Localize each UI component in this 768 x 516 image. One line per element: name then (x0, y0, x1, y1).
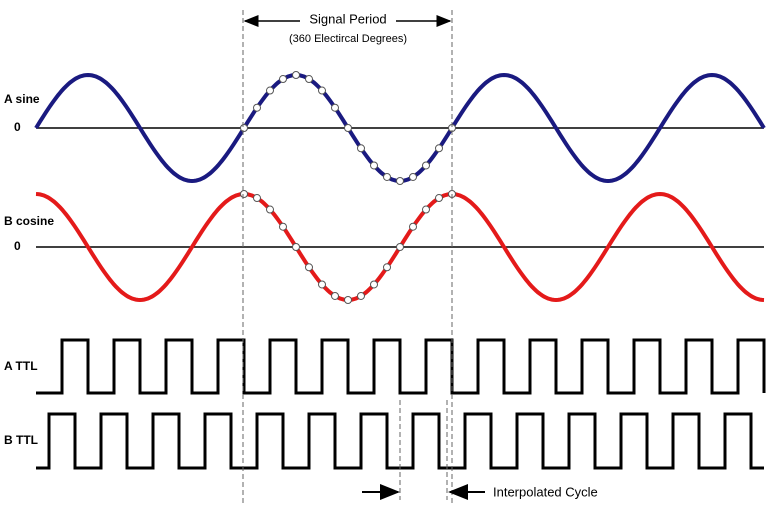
a-sine-wave-point (305, 75, 313, 84)
b-cosine-wave-point (435, 194, 443, 203)
a-ttl-wave (36, 338, 766, 395)
a-sine-wave-point (435, 144, 443, 153)
b-cosine-wave-point (253, 194, 261, 203)
a-sine-wave-point (253, 103, 261, 112)
b-cosine-wave-point (396, 243, 404, 251)
b-cosine-label: B cosine (4, 214, 54, 228)
b-cosine-wave-point (292, 243, 300, 251)
a-sine-wave-point (279, 75, 287, 84)
a-sine-wave-point (344, 124, 352, 132)
a-sine-wave-point (292, 71, 300, 79)
b-cosine-wave-point (409, 222, 417, 231)
b-cosine-wave-point (357, 291, 365, 300)
a-sine-wave-point (396, 177, 404, 185)
a-sine-wave-point (409, 172, 417, 181)
b-cosine-wave-point (331, 291, 339, 300)
b-cosine-wave-point (383, 263, 391, 272)
a-sine-wave-point (370, 161, 378, 170)
b-cosine-wave-point (279, 222, 287, 231)
a-sine-wave-point (422, 161, 430, 170)
b-cosine-wave-point (422, 205, 430, 214)
a-sine-wave-point (357, 144, 365, 153)
a-sine-wave-point (266, 86, 274, 95)
interpolated-label: Interpolated Cycle (493, 484, 598, 499)
period-title: Signal Period (309, 11, 386, 26)
b-ttl-label: B TTL (4, 433, 38, 447)
period-subtitle: (360 Electircal Degrees) (289, 33, 407, 45)
a-sine-wave-point (331, 103, 339, 112)
b-cosine-wave-point (305, 263, 313, 272)
a-sine-label: A sine (4, 92, 40, 106)
b-cosine-wave-point (344, 296, 352, 304)
b-cosine-wave-point (240, 190, 248, 198)
b-cosine-wave-point (370, 280, 378, 289)
a-sine-wave-point (240, 124, 248, 132)
a-sine-wave-point (318, 86, 326, 95)
b-cosine-wave-point (266, 205, 274, 214)
b-zero-label: 0 (14, 239, 21, 253)
b-cosine-wave-point (318, 280, 326, 289)
a-ttl-label: A TTL (4, 359, 38, 373)
a-sine-wave-point (383, 172, 391, 181)
a-zero-label: 0 (14, 120, 21, 134)
